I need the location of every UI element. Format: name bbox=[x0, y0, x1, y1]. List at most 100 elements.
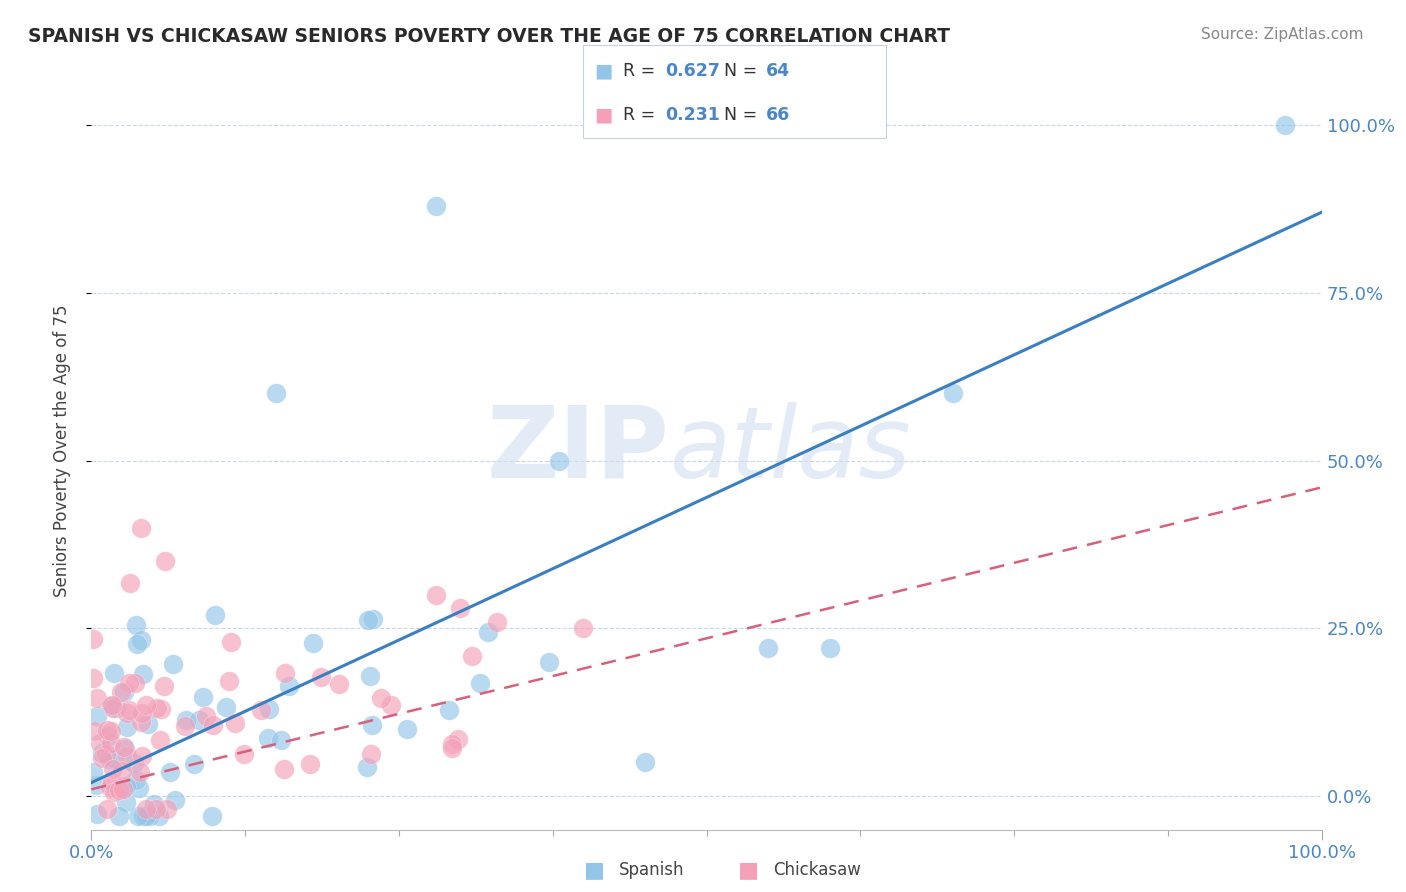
Point bbox=[108, 809, 131, 823]
Point bbox=[135, 802, 157, 816]
Point bbox=[127, 809, 149, 823]
Point bbox=[101, 762, 124, 776]
Point bbox=[98, 780, 121, 794]
Point bbox=[361, 612, 384, 626]
Point bbox=[103, 785, 125, 799]
Point bbox=[101, 774, 124, 789]
Point bbox=[233, 747, 256, 761]
Point bbox=[437, 703, 460, 717]
Point bbox=[90, 751, 112, 765]
Point bbox=[309, 670, 332, 684]
Point bbox=[191, 690, 214, 704]
Point bbox=[218, 673, 240, 688]
Text: Spanish: Spanish bbox=[619, 861, 685, 879]
Point bbox=[104, 752, 127, 766]
Text: ■: ■ bbox=[583, 860, 605, 880]
Point bbox=[120, 575, 142, 590]
Point bbox=[149, 732, 172, 747]
Point bbox=[118, 703, 141, 717]
Point bbox=[91, 747, 114, 761]
Point bbox=[82, 632, 104, 646]
Point bbox=[125, 773, 148, 788]
Text: R =: R = bbox=[623, 62, 661, 79]
Point bbox=[138, 716, 160, 731]
Point bbox=[112, 781, 135, 796]
Text: R =: R = bbox=[623, 106, 661, 124]
Text: Source: ZipAtlas.com: Source: ZipAtlas.com bbox=[1201, 27, 1364, 42]
Point bbox=[101, 698, 124, 712]
Point bbox=[100, 736, 122, 750]
Point bbox=[572, 621, 595, 635]
Point bbox=[818, 641, 841, 656]
Point bbox=[129, 633, 152, 648]
Point bbox=[941, 386, 963, 401]
Point bbox=[460, 649, 482, 664]
Point bbox=[257, 731, 280, 745]
Y-axis label: Seniors Poverty Over the Age of 75: Seniors Poverty Over the Age of 75 bbox=[52, 304, 70, 597]
Point bbox=[278, 679, 301, 693]
Point bbox=[441, 738, 464, 752]
Point bbox=[115, 748, 138, 763]
Point bbox=[115, 706, 138, 721]
Point bbox=[159, 765, 181, 780]
Point bbox=[125, 637, 148, 651]
Point bbox=[356, 613, 378, 627]
Point bbox=[86, 708, 108, 723]
Point bbox=[153, 554, 177, 568]
Text: 0.231: 0.231 bbox=[665, 106, 720, 124]
Point bbox=[165, 793, 187, 807]
Point bbox=[131, 809, 153, 823]
Text: SPANISH VS CHICKASAW SENIORS POVERTY OVER THE AGE OF 75 CORRELATION CHART: SPANISH VS CHICKASAW SENIORS POVERTY OVE… bbox=[28, 27, 950, 45]
Text: 0.627: 0.627 bbox=[665, 62, 720, 79]
Point bbox=[447, 732, 470, 747]
Point bbox=[370, 690, 392, 705]
Point bbox=[103, 665, 125, 680]
Point bbox=[380, 698, 402, 713]
Point bbox=[135, 698, 157, 713]
Point bbox=[97, 729, 120, 743]
Point bbox=[122, 756, 145, 771]
Point bbox=[148, 809, 170, 823]
Point bbox=[86, 807, 108, 822]
Point bbox=[188, 713, 211, 727]
Point bbox=[112, 685, 135, 699]
Point bbox=[486, 615, 509, 629]
Point bbox=[634, 756, 657, 770]
Point bbox=[301, 636, 323, 650]
Point bbox=[156, 802, 179, 816]
Point bbox=[128, 780, 150, 795]
Point bbox=[94, 747, 117, 761]
Point bbox=[195, 709, 218, 723]
Text: 66: 66 bbox=[766, 106, 790, 124]
Point bbox=[250, 703, 273, 717]
Point bbox=[83, 724, 105, 739]
Point bbox=[129, 521, 152, 535]
Point bbox=[135, 809, 157, 823]
Point bbox=[145, 802, 167, 816]
Text: ■: ■ bbox=[595, 62, 613, 80]
Point bbox=[125, 618, 148, 632]
Point bbox=[449, 601, 471, 615]
Text: ZIP: ZIP bbox=[486, 402, 669, 499]
Point bbox=[396, 722, 419, 736]
Point bbox=[200, 809, 222, 823]
Point bbox=[129, 715, 152, 730]
Point bbox=[143, 797, 166, 811]
Point bbox=[118, 676, 141, 690]
Point bbox=[215, 699, 238, 714]
Point bbox=[537, 655, 560, 669]
Point bbox=[82, 671, 104, 685]
Point bbox=[1274, 118, 1296, 132]
Point bbox=[153, 679, 176, 693]
Point bbox=[162, 657, 184, 671]
Point bbox=[224, 716, 246, 731]
Text: atlas: atlas bbox=[669, 402, 911, 499]
Point bbox=[115, 720, 138, 734]
Point bbox=[96, 723, 118, 737]
Point bbox=[273, 762, 295, 776]
Point bbox=[110, 685, 132, 699]
Point bbox=[132, 667, 155, 681]
Point bbox=[270, 733, 292, 747]
Point bbox=[756, 641, 779, 656]
Point bbox=[82, 765, 104, 780]
